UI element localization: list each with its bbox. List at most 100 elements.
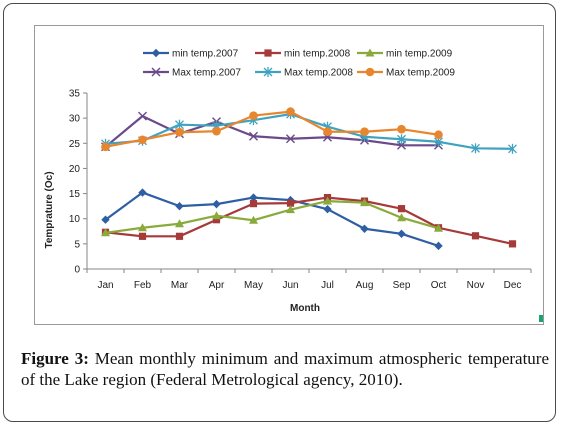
caption-text: Mean monthly minimum and maximum atmosph… [21, 349, 549, 389]
data-point [434, 223, 443, 232]
data-point [471, 232, 480, 240]
x-tick-label: Aug [356, 280, 374, 291]
data-point [508, 143, 517, 154]
x-tick-label: Jan [97, 280, 113, 291]
y-tick-label: 0 [74, 265, 80, 276]
data-point [360, 224, 369, 233]
data-point [249, 200, 258, 208]
legend-item: Max temp.2007 [143, 68, 241, 79]
legend: min temp.2007 min temp.2008 min temp.2009 M… [143, 48, 455, 79]
legend-label: min temp.2007 [172, 49, 239, 60]
chart-area: min temp.2007 min temp.2008 min temp.2009 M… [34, 25, 544, 325]
legend-label: Max temp.2007 [172, 68, 241, 79]
data-point [175, 219, 184, 228]
data-point [138, 111, 147, 121]
data-point [212, 216, 221, 224]
data-point [175, 232, 184, 240]
figure-frame: min temp.2007 min temp.2008 min temp.2009 M… [3, 3, 556, 422]
data-point-stroke [286, 134, 295, 144]
x-tick-label: Jul [321, 280, 334, 291]
legend-marker [365, 48, 375, 57]
x-tick-label: Nov [467, 280, 485, 291]
data-point [286, 134, 295, 144]
x-tick-label: Mar [171, 280, 189, 291]
data-point [397, 124, 406, 134]
legend-label: Max temp.2008 [284, 68, 353, 79]
series-min-temp-2008 [101, 193, 517, 248]
legend-label: min temp.2009 [386, 49, 453, 60]
legend-marker [151, 67, 161, 77]
series-min-temp-2007 [101, 188, 443, 251]
x-axis-title: Month [290, 303, 320, 314]
data-point-stroke [249, 131, 258, 141]
data-point [138, 135, 147, 145]
data-point [249, 111, 258, 120]
plot-series [101, 107, 517, 251]
series-max-temp-2009 [101, 107, 443, 152]
data-point [323, 127, 332, 137]
y-tick-label: 5 [74, 239, 80, 250]
series-max-temp-2008 [101, 109, 517, 154]
data-point [471, 143, 480, 154]
data-point [360, 198, 369, 207]
legend-item: min temp.2007 [143, 49, 239, 60]
data-point [397, 229, 406, 238]
series-line [105, 113, 513, 150]
legend-item: min temp.2008 [255, 49, 351, 60]
x-tick-label: Dec [504, 280, 522, 291]
x-tick-label: Jun [282, 280, 298, 291]
data-point [249, 215, 258, 224]
data-point [101, 215, 110, 224]
legend-label: min temp.2008 [284, 49, 351, 60]
data-point [101, 228, 110, 237]
data-point [397, 213, 406, 222]
data-point [323, 204, 332, 214]
y-tick-label: 20 [69, 164, 81, 175]
y-tick-label: 10 [69, 214, 81, 225]
data-point [286, 199, 295, 207]
figure-caption: Figure 3: Mean monthly minimum and maxim… [21, 348, 549, 390]
data-point [434, 130, 443, 140]
caption-label: Figure 3: [21, 349, 89, 368]
line-chart: min temp.2007 min temp.2008 min temp.2009 M… [44, 48, 532, 314]
x-tick-label: Oct [431, 280, 447, 291]
series-min-temp-2009 [101, 196, 443, 237]
data-point [212, 126, 221, 136]
x-tick-label: Apr [209, 280, 225, 291]
corner-marker [539, 315, 543, 322]
x-tick-label: Sep [393, 280, 411, 291]
data-point [323, 196, 332, 205]
data-point [138, 223, 147, 232]
legend-item: Max temp.2008 [255, 67, 353, 79]
data-point [397, 134, 406, 145]
data-point [397, 205, 406, 213]
legend-label: Max temp.2009 [386, 68, 455, 79]
data-point [138, 232, 147, 240]
y-tick-label: 15 [69, 189, 81, 200]
legend-item: Max temp.2009 [357, 68, 455, 79]
x-axis: Jan Feb Mar Apr May Jun Jul Aug Sep Oct Nov Dec [86, 268, 532, 291]
y-axis-title: Temprature (Oc) [44, 171, 55, 248]
x-tick-label: May [244, 280, 263, 291]
y-tick-label: 35 [69, 89, 81, 100]
legend-marker [263, 67, 273, 77]
y-tick-label: 30 [69, 114, 81, 125]
y-tick-label: 25 [69, 139, 81, 150]
data-point [212, 199, 221, 209]
y-axis: 0 5 10 15 20 25 30 35 [69, 89, 88, 276]
data-point [249, 193, 258, 202]
data-point [249, 131, 258, 141]
data-point-stroke [151, 67, 161, 77]
legend-item: min temp.2009 [357, 48, 453, 60]
data-point [434, 241, 443, 251]
data-point [175, 201, 184, 211]
data-point [360, 127, 369, 137]
series-line [105, 196, 513, 245]
legend-marker [365, 67, 375, 77]
data-point [212, 211, 221, 220]
data-point [286, 205, 295, 214]
data-point-stroke [138, 111, 147, 121]
data-point [508, 240, 517, 248]
series-line [105, 110, 439, 148]
series-line [104, 191, 439, 247]
